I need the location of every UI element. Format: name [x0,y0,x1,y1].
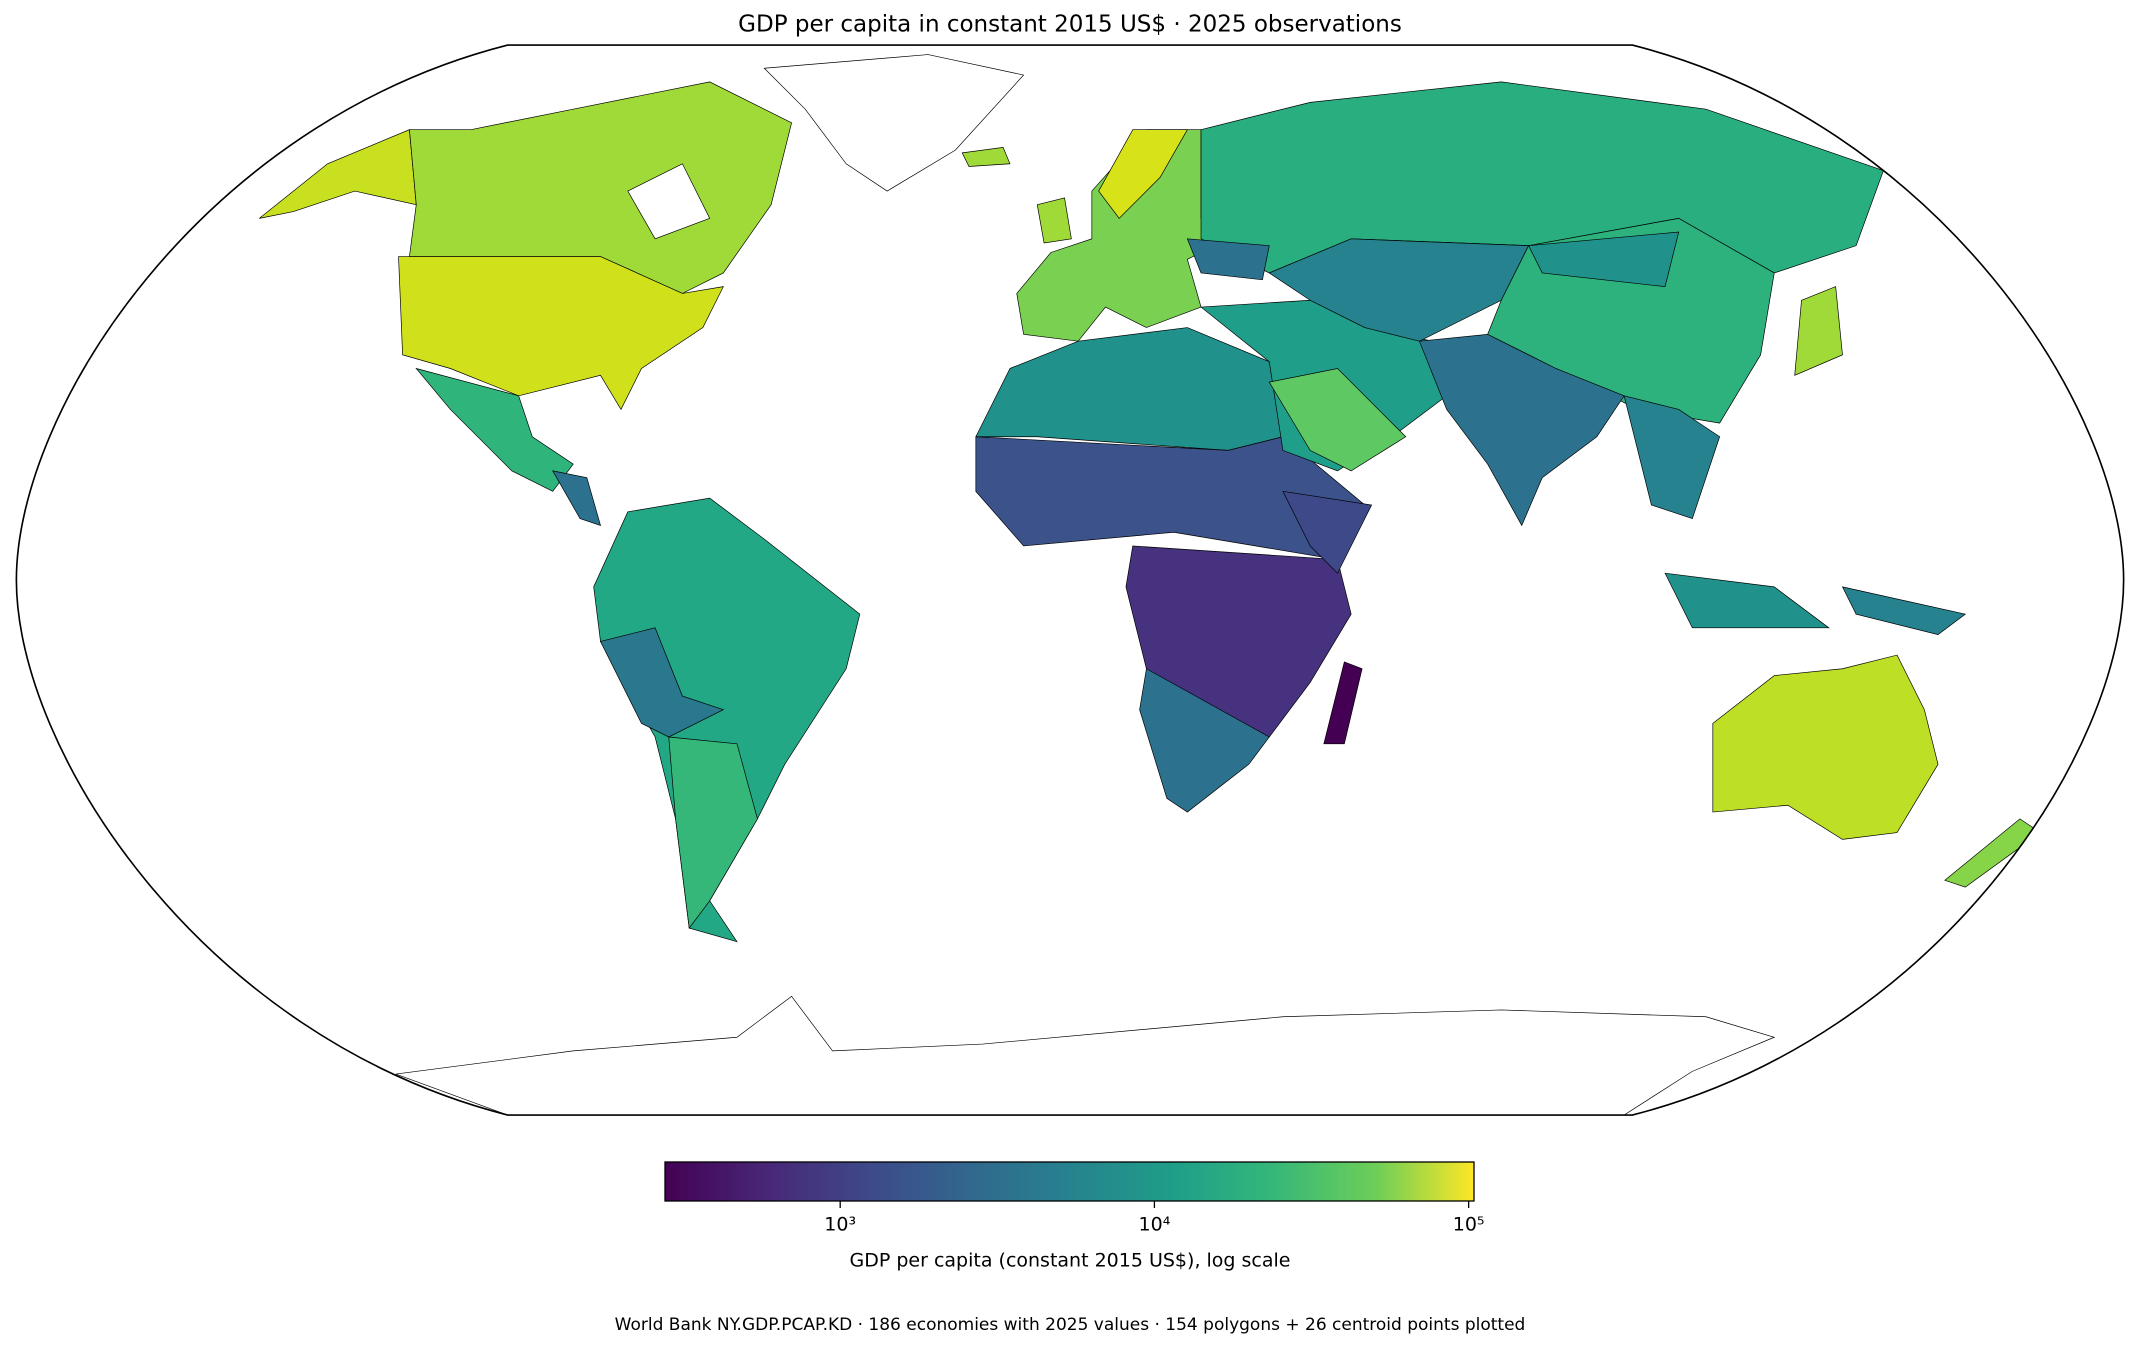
colorbar-tick-label: 10⁴ [1139,1214,1171,1236]
footer: World Bank NY.GDP.PCAP.KD · 186 economie… [615,1315,1526,1335]
map-frame [15,44,2125,1116]
map-title: GDP per capita in constant 2015 US$ · 20… [738,12,1402,38]
map [15,44,2125,1116]
colorbar-tick-label: 10⁵ [1453,1214,1485,1236]
countries [259,54,2041,1116]
colorbar-label: GDP per capita (constant 2015 US$), log … [850,1250,1291,1272]
colorbar-ramp [664,1161,1475,1202]
colorbar-tick-label: 10³ [824,1214,856,1236]
colorbar: 10³ 10⁴ 10⁵ [664,1161,1485,1236]
